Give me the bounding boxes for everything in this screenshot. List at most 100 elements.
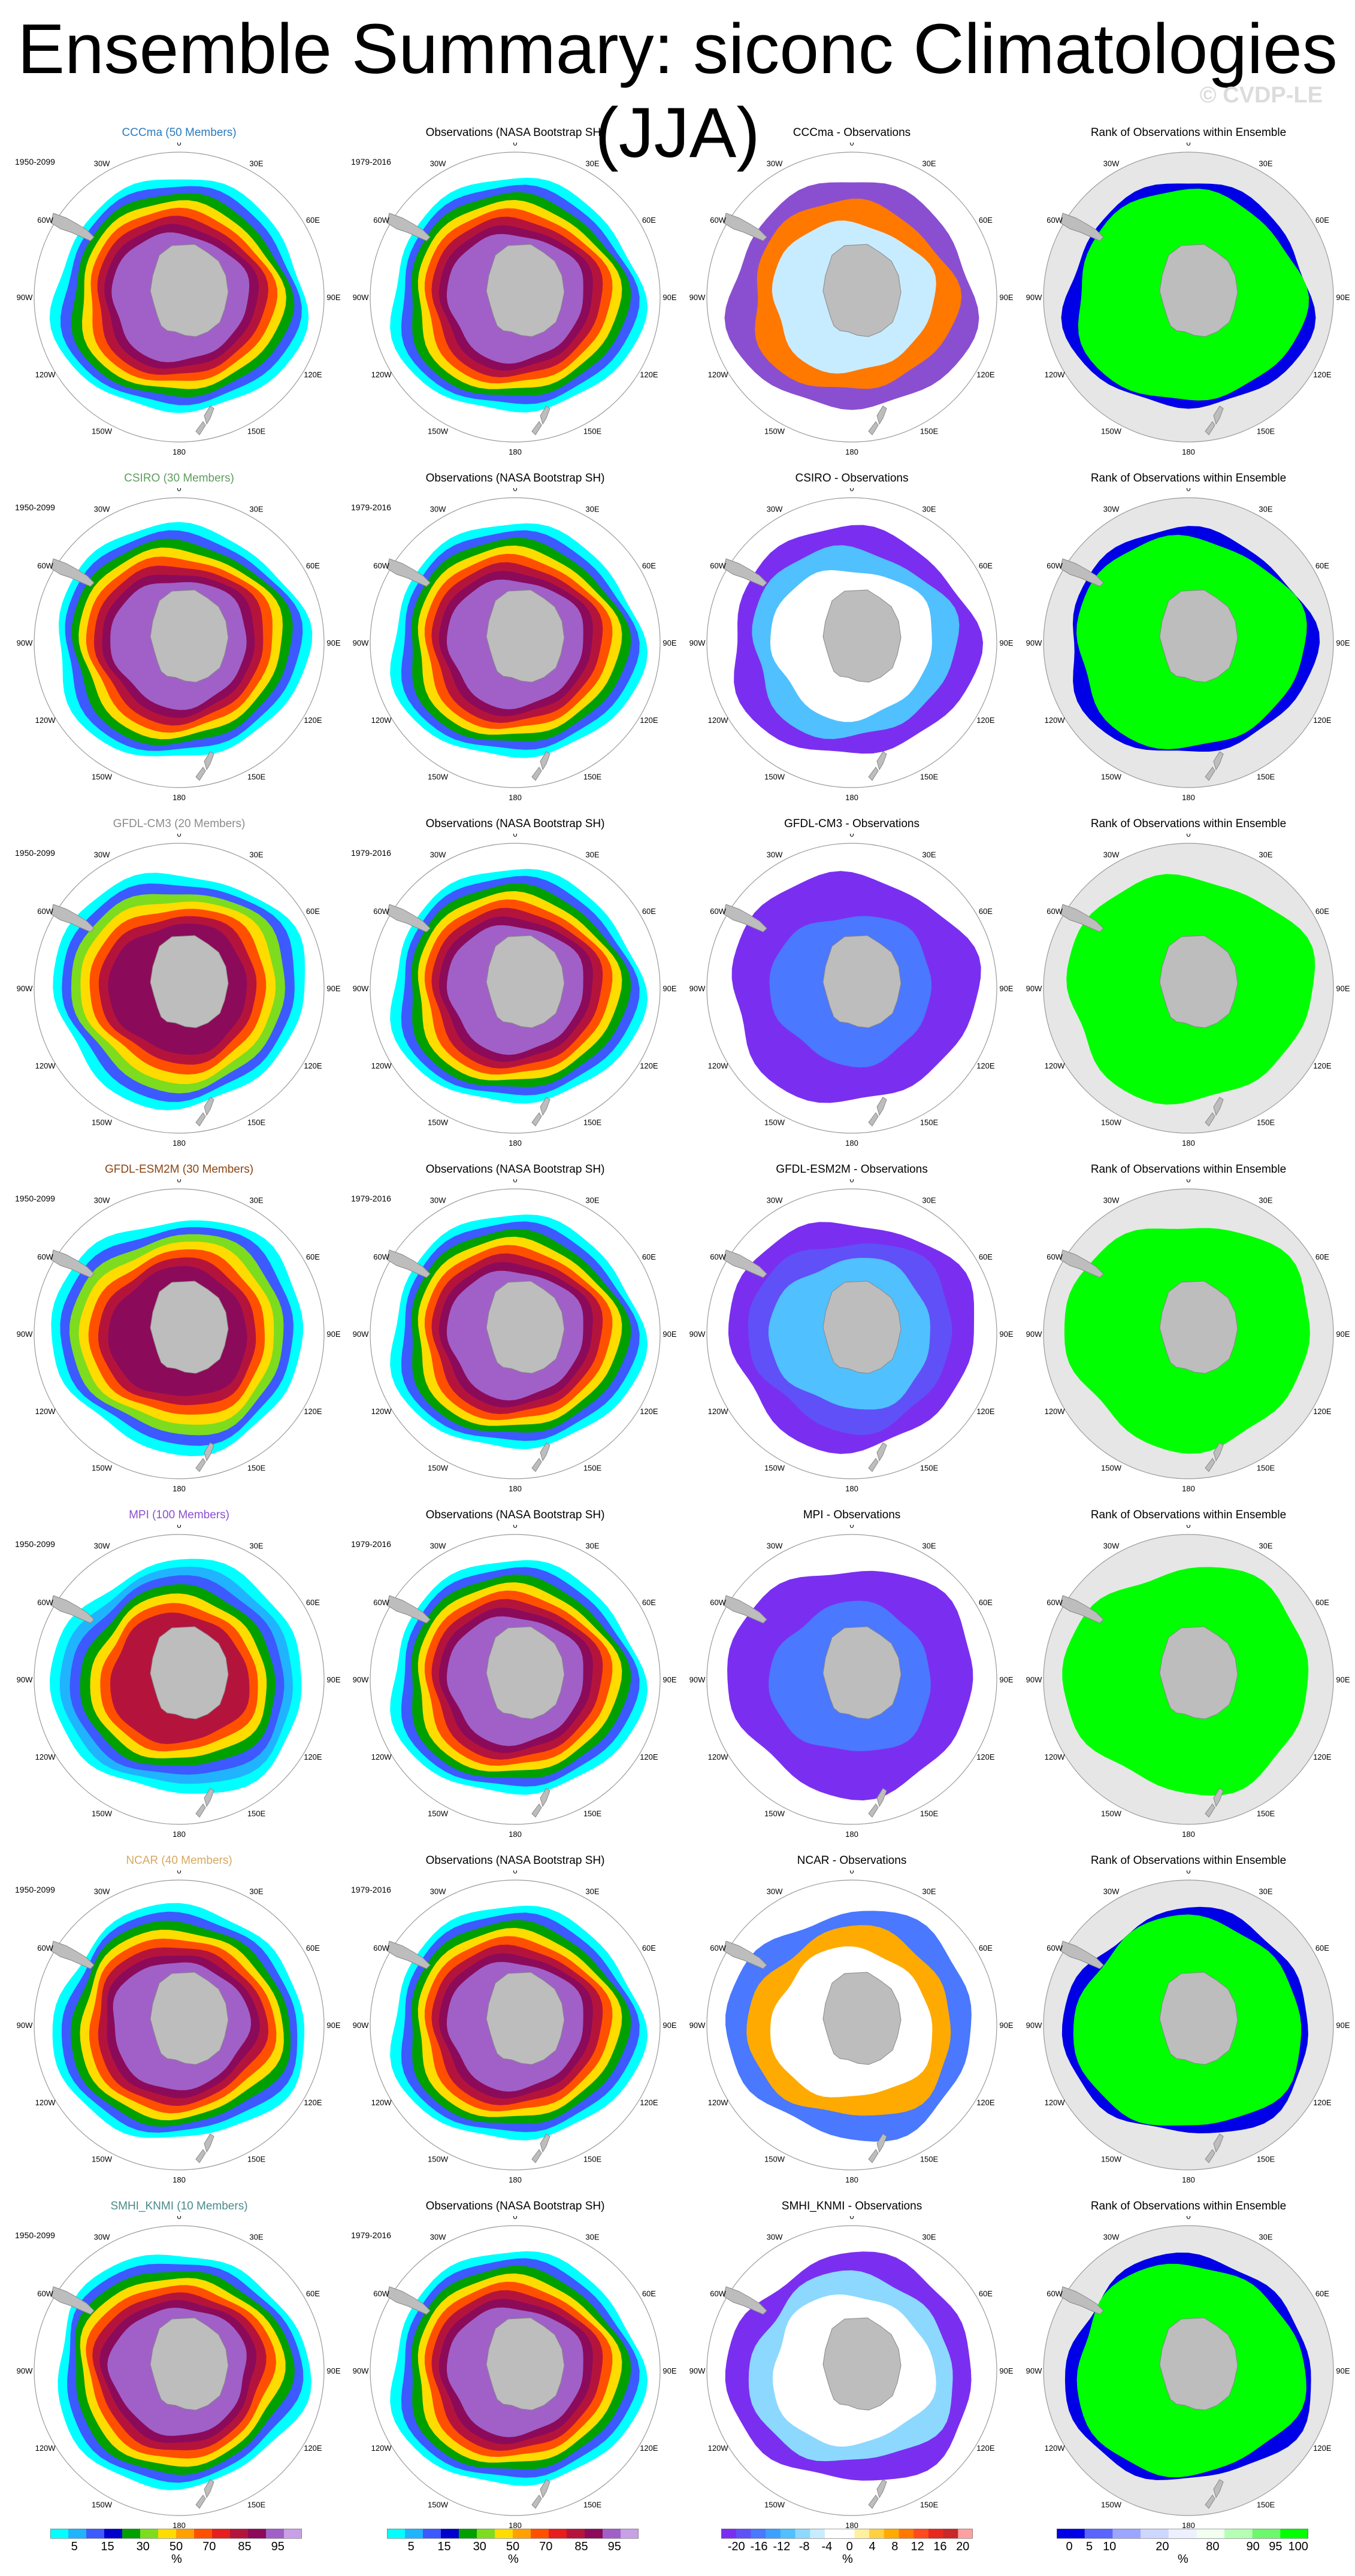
antarctica-landmass [486,935,565,1028]
longitude-label: 60W [710,1598,726,1607]
colorbar-swatch [928,2529,944,2538]
longitude-label: 60E [1315,1252,1329,1261]
south-america-landmass [723,2286,767,2315]
colorbar-tick-label: 20 [956,2540,969,2553]
colorbar-tick-label: 15 [437,2540,450,2553]
longitude-label: 180 [1182,2521,1195,2530]
longitude-label: 180 [509,1830,522,1839]
longitude-label: 120W [35,1752,56,1761]
longitude-label: 0 [1186,1870,1190,1875]
rank-panel: Rank of Observations within Ensemble 0 30E… [1024,2199,1353,2530]
longitude-label: 150W [92,2154,113,2163]
longitude-label: 60E [642,216,656,225]
map-canvas: 0 30E 60E 90E 120E 150E 180 150W 120W 90W 60W 30W [1026,488,1350,802]
model-panel-title: GFDL-ESM2M (30 Members) [104,1163,254,1176]
colorbar-tick-label: 5 [408,2540,415,2553]
page-title: Ensemble Summary: siconc Climatologies (… [17,10,1338,172]
south-america-landmass [50,1941,95,1969]
colorbar-swatch [1252,2529,1281,2538]
longitude-label: 30E [585,850,599,859]
longitude-label: 180 [509,2521,522,2530]
longitude-label: 90W [353,1675,369,1684]
longitude-label: 0 [849,143,854,147]
longitude-label: 0 [849,834,854,839]
difference-panel: SMHI_KNMI - Observations 0 30E 60E 90E 120E 15… [688,2199,1016,2530]
longitude-label: 60W [710,1944,726,1953]
new-zealand-landmass [1213,1788,1224,1808]
antarctica-landmass [822,2317,902,2411]
longitude-label: 150E [247,2500,266,2509]
longitude-label: 60W [37,1598,53,1607]
longitude-label: 60W [1047,1598,1063,1607]
longitude-label: 30E [1259,505,1272,514]
longitude-label: 0 [1186,1525,1190,1530]
south-america-landmass [1060,904,1104,933]
antarctica-landmass [822,244,902,337]
longitude-label: 90E [326,2021,340,2030]
antarctica-landmass [486,1626,565,1720]
longitude-label: 60E [642,561,656,570]
longitude-label: 90W [1026,984,1042,993]
colorbar-tick-label: 95 [1269,2540,1282,2553]
longitude-label: 90E [326,984,340,993]
longitude-label: 90W [1026,2021,1042,2030]
longitude-label: 0 [177,2216,181,2221]
new-zealand-landmass [1213,1442,1224,1462]
longitude-label: 90W [689,984,706,993]
colorbar-swatch [387,2529,406,2538]
longitude-label: 60E [306,907,320,916]
new-zealand-landmass [531,1458,542,1472]
colorbar-swatch [531,2529,549,2538]
rank-panel: Rank of Observations within Ensemble 0 30E… [1024,817,1353,1148]
longitude-label: 90W [353,1330,369,1339]
new-zealand-landmass [540,405,551,425]
colorbar-swatch [780,2529,796,2538]
longitude-label: 90W [689,1675,706,1684]
longitude-label: 180 [845,1830,858,1839]
colorbar-swatch [567,2529,585,2538]
new-zealand-landmass [1205,1458,1215,1472]
longitude-label: 150W [1101,2500,1122,2509]
model-climatology-panel: GFDL-CM3 (20 Members) 1950-2099 0 30E 60E 90E… [15,817,343,1148]
longitude-label: 60E [979,1944,993,1953]
longitude-label: 30W [767,1196,783,1205]
longitude-label: 120W [708,716,729,725]
model-period-label: 1950-2099 [15,1885,55,1894]
longitude-label: 120W [35,716,56,725]
colorbar-swatch [736,2529,751,2538]
observations-panel-title: Observations (NASA Bootstrap SH) [425,472,605,485]
longitude-label: 180 [845,1484,858,1493]
longitude-label: 150W [428,1809,449,1818]
model-period-label: 1950-2099 [15,1539,55,1549]
obs-period-label: 1979-2016 [351,503,391,512]
rank-panel-title: Rank of Observations within Ensemble [1090,472,1287,485]
colorbar-tick-label: -12 [773,2540,790,2553]
antarctica-landmass [822,935,902,1028]
longitude-label: 30E [1259,850,1272,859]
longitude-label: 150E [1257,1118,1275,1127]
map-canvas: 0 30E 60E 90E 120E 150E 180 150W 120W 90W 60W 30W [689,834,1014,1148]
longitude-label: 90W [17,2366,33,2375]
longitude-label: 30W [1103,159,1120,168]
longitude-label: 120E [976,2098,995,2107]
model-climatology-panel: SMHI_KNMI (10 Members) 1950-2099 0 30E 60E 90… [15,2199,343,2530]
colorbar-swatch [1168,2529,1197,2538]
longitude-label: 150W [92,772,113,781]
colorbar-tick-label: 70 [202,2540,216,2553]
longitude-label: 120E [976,1407,995,1416]
longitude-label: 60E [642,1944,656,1953]
conc-colorbar: 5 15 30 50 70 85 95 [50,2529,302,2553]
longitude-label: 30W [94,159,110,168]
longitude-label: 150E [920,426,939,435]
longitude-label: 150W [764,2500,785,2509]
longitude-label: 150W [1101,1118,1122,1127]
new-zealand-landmass [195,767,206,781]
longitude-label: 60E [306,1944,320,1953]
new-zealand-landmass [195,421,206,435]
longitude-label: 30W [94,1887,110,1896]
longitude-label: 120E [976,1061,995,1070]
colorbar-swatch [603,2529,621,2538]
longitude-label: 90W [1026,2366,1042,2375]
longitude-label: 150E [583,772,602,781]
colorbar-tick-label: 4 [869,2540,875,2553]
